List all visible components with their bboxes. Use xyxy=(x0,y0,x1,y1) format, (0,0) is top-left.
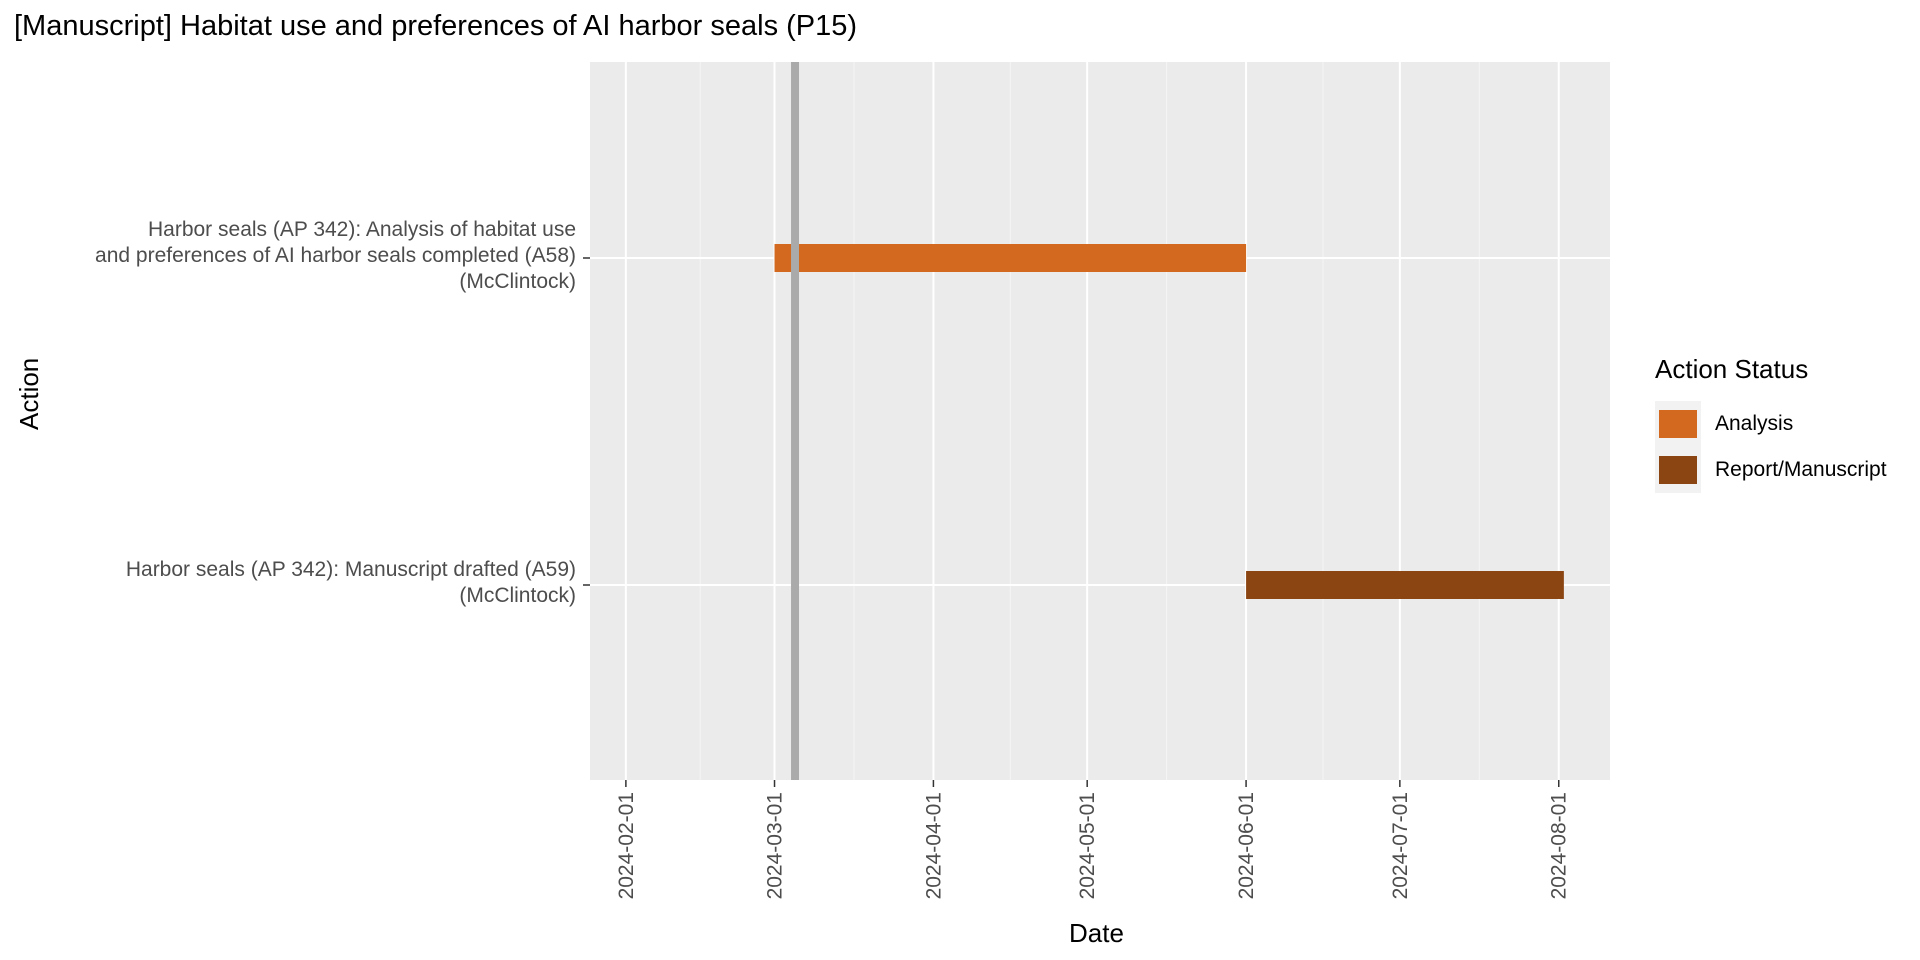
y-tick-label-line: Harbor seals (AP 342): Analysis of habit… xyxy=(147,218,576,241)
y-tick-label: Harbor seals (AP 342): Manuscript drafte… xyxy=(126,557,576,609)
chart-title: [Manuscript] Habitat use and preferences… xyxy=(14,10,858,42)
y-tick-label-line: Harbor seals (AP 342): Manuscript drafte… xyxy=(125,558,576,581)
y-tick-label-line: (McClintock) xyxy=(459,584,576,607)
x-tick-label: 2024-02-01 xyxy=(615,792,638,899)
gantt-bar xyxy=(774,244,1247,272)
y-tick-label: Harbor seals (AP 342): Analysis of habit… xyxy=(95,217,576,295)
legend-item-analysis: Analysis xyxy=(1655,401,1887,447)
legend-title: Action Status xyxy=(1655,354,1809,384)
x-axis-title: Date xyxy=(1069,918,1124,948)
x-tick-label: 2024-03-01 xyxy=(764,792,787,899)
gantt-bar xyxy=(1246,571,1564,599)
x-tick-label: 2024-07-01 xyxy=(1389,792,1412,899)
x-tick-label: 2024-04-01 xyxy=(922,792,945,899)
legend-label: Report/Manuscript xyxy=(1715,458,1887,481)
legend-swatch-analysis xyxy=(1659,410,1697,438)
legend-key xyxy=(1655,447,1701,493)
legend-key xyxy=(1655,401,1701,447)
x-tick-label: 2024-05-01 xyxy=(1076,792,1099,899)
panel-background xyxy=(590,62,1610,780)
legend-swatch-report-manuscript xyxy=(1659,456,1697,484)
x-tick-label: 2024-08-01 xyxy=(1548,792,1571,899)
x-tick-label: 2024-06-01 xyxy=(1235,792,1258,899)
legend-label: Analysis xyxy=(1715,412,1794,435)
y-axis-title: Action xyxy=(14,357,44,430)
axis-ticks: 2024-02-01 2024-03-01 2024-04-01 2024-05-01… xyxy=(583,257,1571,899)
y-tick-label-line: (McClintock) xyxy=(459,270,576,293)
legend-item-report-manuscript: Report/Manuscript xyxy=(1655,447,1887,493)
bars xyxy=(774,244,1564,599)
y-tick-label-line: and preferences of AI harbor seals compl… xyxy=(95,244,576,267)
legend: Action Status Analysis Report/Manuscript xyxy=(1655,354,1887,493)
